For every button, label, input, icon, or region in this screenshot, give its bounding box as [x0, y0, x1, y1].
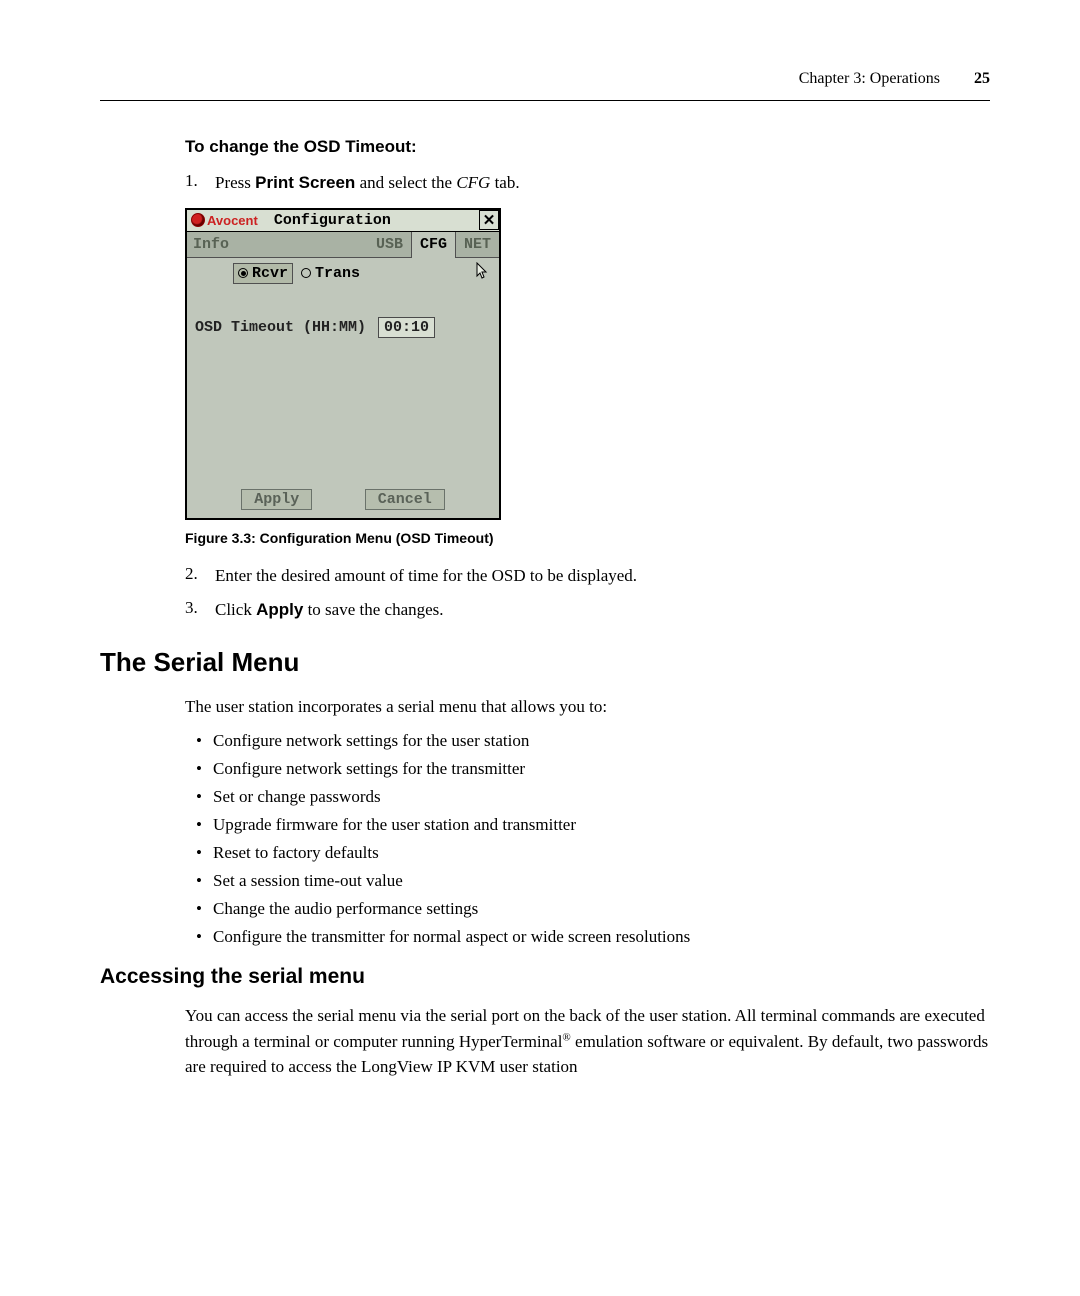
step-number: 1. — [185, 171, 215, 196]
window-title: Configuration — [274, 212, 391, 229]
radio-trans[interactable]: Trans — [297, 264, 364, 283]
radio-icon — [238, 268, 248, 278]
list-item: •Upgrade firmware for the user station a… — [185, 815, 990, 835]
list-item: •Configure network settings for the user… — [185, 731, 990, 751]
radio-row: Rcvr Trans — [187, 258, 499, 289]
tab-usb[interactable]: USB — [368, 232, 411, 257]
osd-titlebar: Avocent Configuration ✕ — [187, 210, 499, 232]
step-number: 3. — [185, 598, 215, 623]
timeout-input[interactable]: 00:10 — [378, 317, 435, 338]
tab-info[interactable]: Info — [187, 232, 237, 257]
page-number: 25 — [974, 70, 990, 87]
radio-icon — [301, 268, 311, 278]
close-icon[interactable]: ✕ — [479, 210, 499, 230]
step-number: 2. — [185, 564, 215, 589]
radio-rcvr[interactable]: Rcvr — [233, 263, 293, 284]
access-para: You can access the serial menu via the s… — [185, 1003, 990, 1080]
figure-caption: Figure 3.3: Configuration Menu (OSD Time… — [185, 530, 990, 546]
avocent-logo: Avocent — [191, 213, 258, 228]
logo-icon — [191, 213, 205, 227]
osd-window: Avocent Configuration ✕ Info USB CFG NET… — [185, 208, 501, 520]
tab-cfg[interactable]: CFG — [411, 232, 456, 258]
tab-strip: Info USB CFG NET — [187, 232, 499, 258]
osd-body: OSD Timeout (HH:MM) 00:10 — [187, 289, 499, 489]
list-item: •Set or change passwords — [185, 787, 990, 807]
list-item: •Change the audio performance settings — [185, 899, 990, 919]
heading-serial-menu: The Serial Menu — [100, 647, 990, 678]
osd-footer: Apply Cancel — [187, 489, 499, 518]
step-1: 1. Press Print Screen and select the CFG… — [185, 171, 990, 196]
cancel-button[interactable]: Cancel — [365, 489, 445, 510]
serial-intro: The user station incorporates a serial m… — [185, 694, 990, 720]
timeout-label: OSD Timeout (HH:MM) — [195, 319, 366, 336]
step-text: Enter the desired amount of time for the… — [215, 564, 637, 589]
radio-label: Rcvr — [252, 265, 288, 282]
step-text: Press Print Screen and select the CFG ta… — [215, 171, 520, 196]
logo-text: Avocent — [207, 213, 258, 228]
chapter-label: Chapter 3: Operations — [799, 70, 940, 87]
heading-accessing-serial: Accessing the serial menu — [100, 965, 990, 989]
page-header: Chapter 3: Operations 25 — [100, 70, 990, 101]
timeout-row: OSD Timeout (HH:MM) 00:10 — [195, 317, 491, 338]
list-item: •Reset to factory defaults — [185, 843, 990, 863]
apply-button[interactable]: Apply — [241, 489, 312, 510]
section-heading: To change the OSD Timeout: — [185, 137, 990, 157]
step-text: Click Apply to save the changes. — [215, 598, 444, 623]
step-2: 2. Enter the desired amount of time for … — [185, 564, 990, 589]
step-3: 3. Click Apply to save the changes. — [185, 598, 990, 623]
list-item: •Set a session time-out value — [185, 871, 990, 891]
tab-net[interactable]: NET — [456, 232, 499, 257]
list-item: •Configure network settings for the tran… — [185, 759, 990, 779]
cursor-icon — [475, 262, 489, 285]
list-item: •Configure the transmitter for normal as… — [185, 927, 990, 947]
radio-label: Trans — [315, 265, 360, 282]
